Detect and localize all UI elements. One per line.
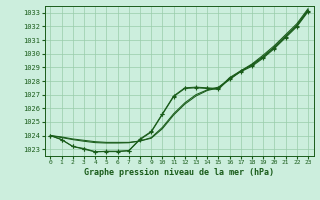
X-axis label: Graphe pression niveau de la mer (hPa): Graphe pression niveau de la mer (hPa) — [84, 168, 274, 177]
